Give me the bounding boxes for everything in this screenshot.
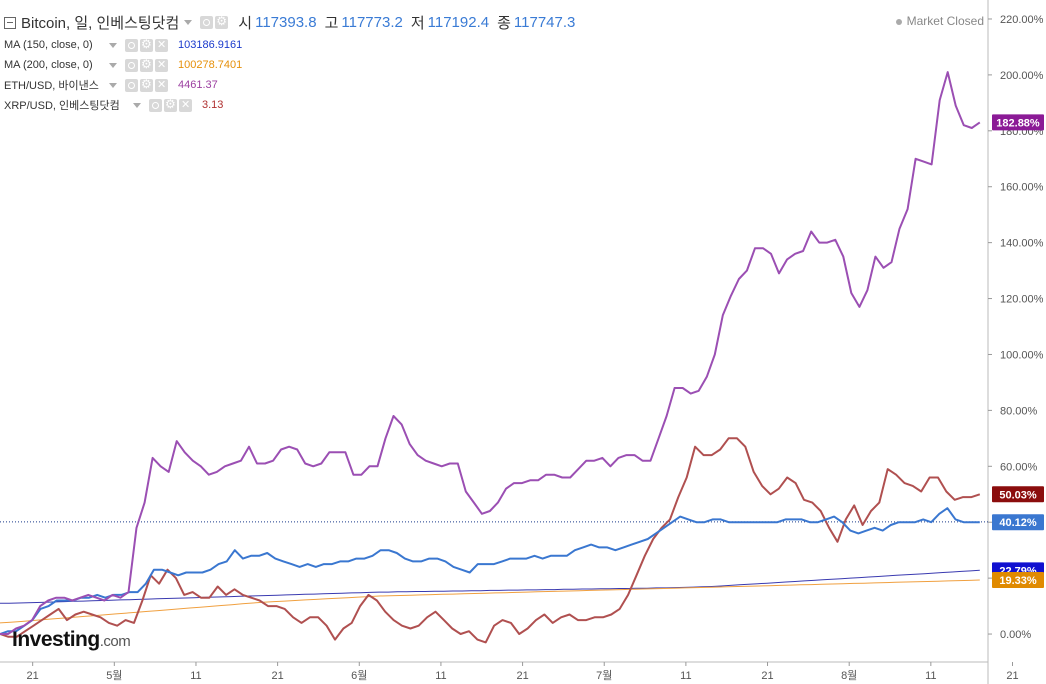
- y-tick-label: 0.00%: [1000, 629, 1031, 641]
- investing-logo: Investing.com: [12, 628, 131, 652]
- series-line-3: [0, 569, 980, 604]
- series-line-2: [0, 507, 980, 635]
- x-tick-label: 11: [190, 670, 201, 682]
- series-line-0: [0, 71, 981, 635]
- legend-row-eth: ETH/USD, 바이낸스 4461.37: [4, 75, 575, 95]
- close-label: 종: [497, 15, 511, 32]
- chevron-down-icon[interactable]: [109, 62, 117, 68]
- chevron-down-icon[interactable]: [184, 20, 193, 25]
- x-tick-label: 21: [27, 670, 39, 682]
- legend-row-value: 100278.7401: [178, 59, 243, 71]
- open-value: 117393.8: [255, 14, 317, 31]
- series-line-4: [0, 579, 980, 624]
- x-tick-label: 21: [516, 670, 528, 682]
- legend-row-xrp: XRP/USD, 인베스팅닷컴 3.13: [4, 95, 575, 115]
- legend-row-value: 4461.37: [178, 79, 218, 91]
- gear-icon[interactable]: [140, 37, 153, 52]
- gear-icon[interactable]: [215, 14, 229, 29]
- close-icon[interactable]: [179, 98, 192, 112]
- low-value: 117192.4: [427, 14, 490, 31]
- collapse-toggle-icon[interactable]: [4, 16, 16, 29]
- y-tick-label: 80.00%: [1000, 405, 1038, 417]
- market-status-text: Market Closed: [906, 14, 984, 28]
- x-tick-label: 11: [435, 670, 446, 682]
- close-icon[interactable]: [155, 78, 168, 92]
- logo-suffix: .com: [99, 633, 131, 650]
- x-tick-label: 5월: [106, 669, 122, 682]
- logo-name: Investing: [12, 628, 100, 651]
- last-value-label-0: 182.88%: [996, 117, 1040, 129]
- last-value-label-4: 19.33%: [999, 575, 1037, 587]
- legend-row-ma200: MA (200, close, 0) 100278.7401: [4, 55, 575, 75]
- legend-row-ma150: MA (150, close, 0) 103186.9161: [4, 35, 575, 55]
- y-tick-label: 120.00%: [1000, 294, 1044, 306]
- chevron-down-icon[interactable]: [109, 42, 117, 48]
- legend-row-value: 3.13: [202, 99, 224, 111]
- last-value-label-box-2: [992, 514, 1044, 531]
- y-tick-label: 200.00%: [1000, 70, 1044, 82]
- close-icon[interactable]: [155, 58, 168, 72]
- gear-icon[interactable]: [164, 97, 177, 112]
- open-label: 시: [238, 15, 253, 32]
- x-tick-label: 11: [925, 670, 936, 682]
- legend-row-value: 103186.9161: [178, 39, 243, 51]
- chevron-down-icon[interactable]: [109, 82, 117, 88]
- legend-row-label: MA (200, close, 0): [4, 59, 93, 71]
- close-icon[interactable]: [155, 38, 168, 52]
- status-dot-icon: [895, 18, 902, 25]
- close-value: 117747.3: [513, 14, 576, 31]
- gear-icon[interactable]: [140, 77, 153, 92]
- eye-icon[interactable]: [149, 98, 162, 112]
- chevron-down-icon[interactable]: [133, 102, 141, 108]
- y-tick-label: 100.00%: [1000, 349, 1044, 361]
- eye-icon[interactable]: [125, 58, 138, 72]
- y-tick-label: 140.00%: [1000, 238, 1044, 250]
- legend-main-title: Bitcoin, 일, 인베스팅닷컴: [21, 15, 180, 32]
- high-label: 고: [324, 15, 339, 32]
- legend-row-label: ETH/USD, 바이낸스: [4, 80, 99, 92]
- eye-icon[interactable]: [125, 38, 138, 52]
- legend-row-label: MA (150, close, 0): [4, 39, 93, 51]
- y-tick-label: 220.00%: [1000, 14, 1044, 26]
- last-value-label-box-1: [992, 486, 1044, 503]
- high-value: 117773.2: [341, 14, 403, 31]
- legend-row-label: XRP/USD, 인베스팅닷컴: [4, 100, 120, 112]
- x-tick-label: 21: [761, 670, 773, 682]
- y-tick-label: 60.00%: [1000, 461, 1038, 473]
- last-value-label-box-4: [992, 572, 1044, 589]
- last-value-label-box-0: [992, 114, 1044, 131]
- eye-icon[interactable]: [125, 78, 138, 92]
- eye-icon[interactable]: [200, 16, 214, 29]
- x-tick-label: 7월: [596, 669, 612, 682]
- series-line-1: [0, 437, 981, 644]
- x-tick-label: 6월: [351, 669, 367, 682]
- x-tick-label: 21: [1006, 670, 1018, 682]
- gear-icon[interactable]: [140, 57, 153, 72]
- last-value-label-1: 50.03%: [999, 489, 1037, 501]
- x-tick-label: 8월: [841, 669, 857, 682]
- y-tick-label: 160.00%: [1000, 182, 1044, 194]
- last-value-label-2: 40.12%: [999, 517, 1037, 529]
- x-tick-label: 21: [271, 670, 283, 682]
- market-status: Market Closed: [895, 14, 984, 28]
- low-label: 저: [410, 15, 425, 32]
- x-tick-label: 11: [680, 670, 691, 682]
